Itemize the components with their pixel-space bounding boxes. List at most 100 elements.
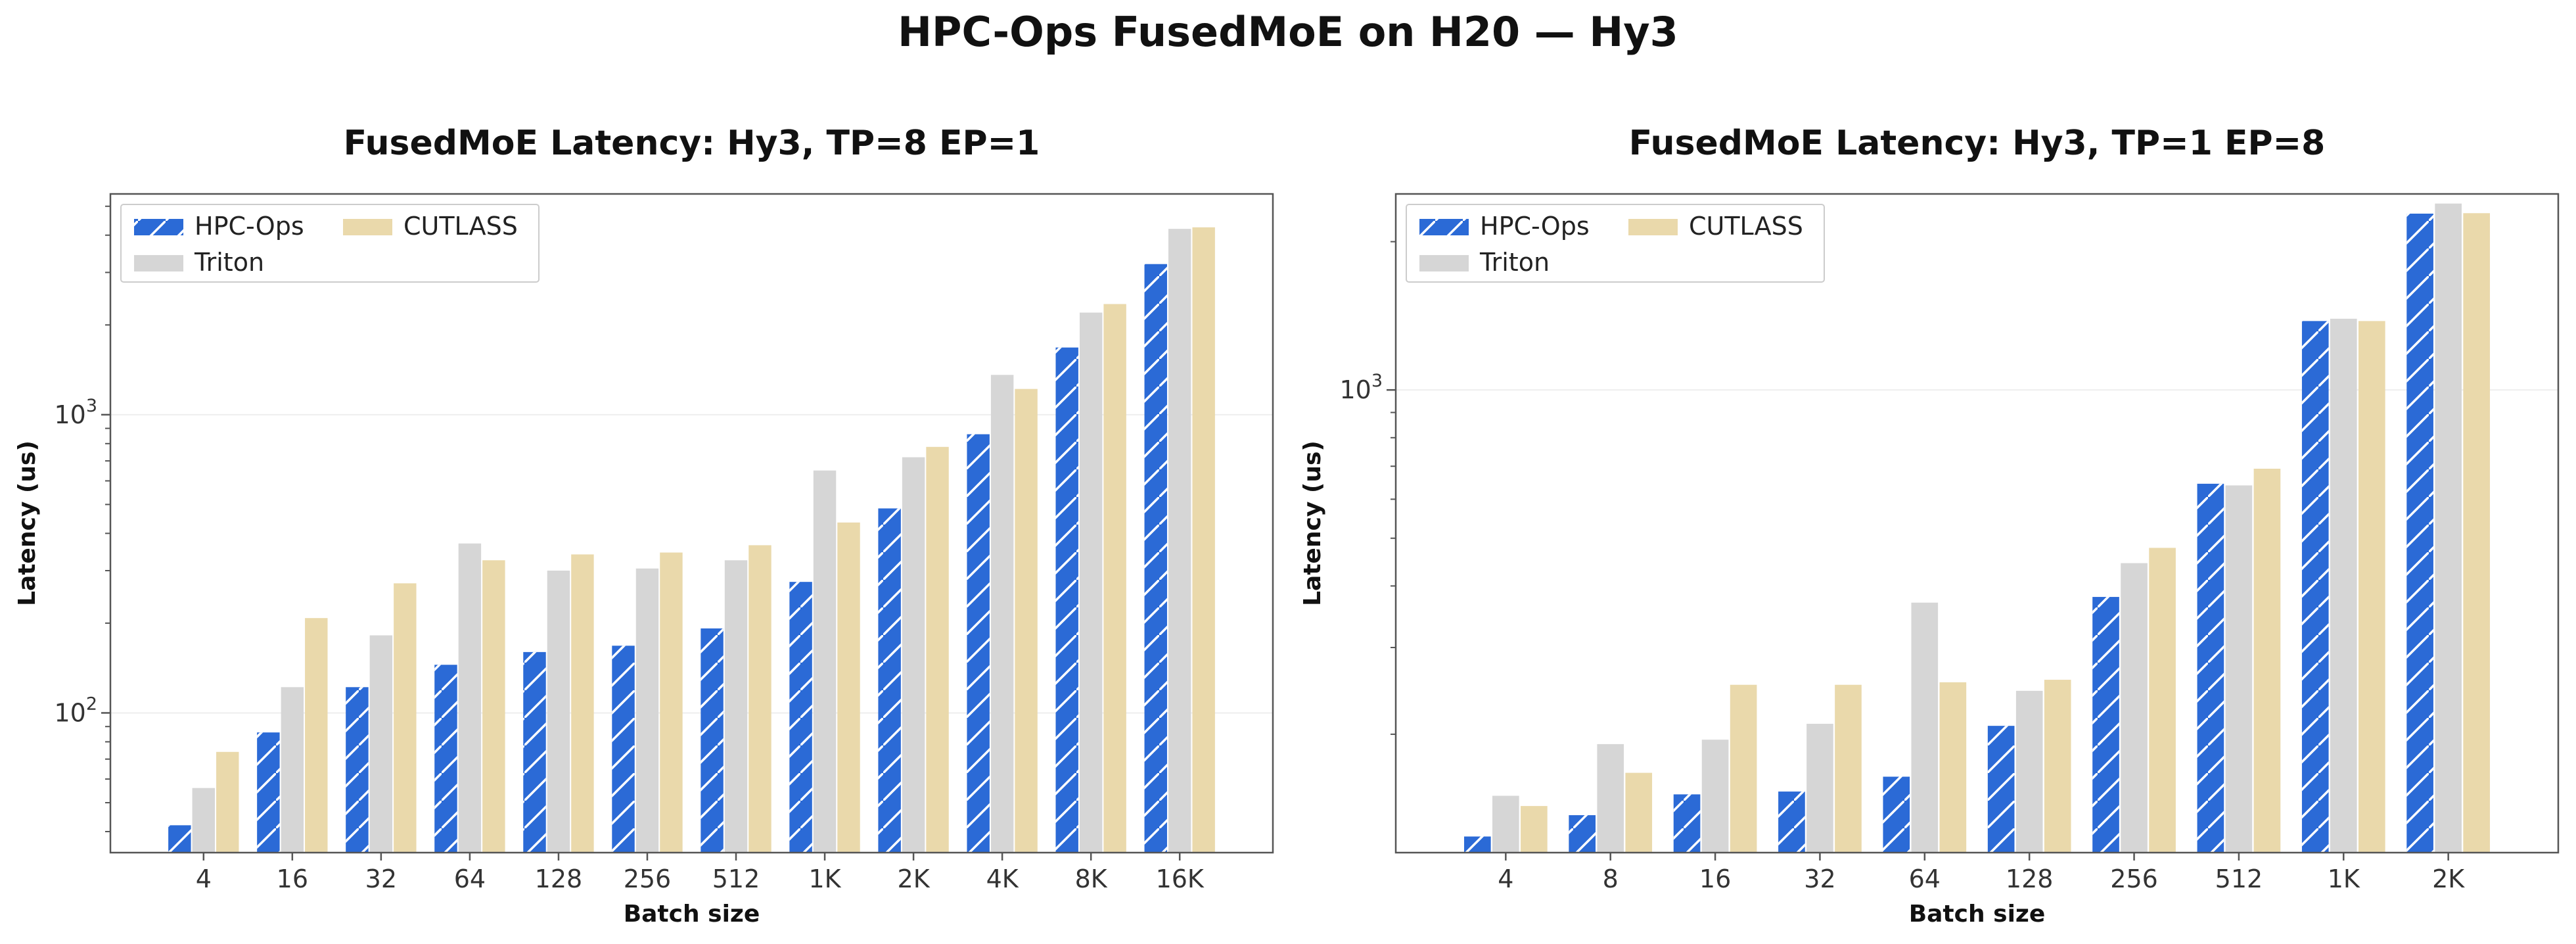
plot-frame: [109, 193, 1274, 854]
x-tick-label: 64: [454, 864, 486, 893]
bar-hpcops-512-hatch: [2197, 483, 2224, 853]
x-axis-label: Batch size: [624, 901, 760, 928]
bar-cutlass-512: [748, 545, 771, 853]
bar-cutlass-64: [482, 560, 505, 853]
legend-box: [1406, 204, 1825, 283]
bar-cutlass-1K: [2358, 321, 2385, 853]
bar-triton-4: [1492, 795, 1519, 853]
legend-label: HPC-Ops: [195, 212, 304, 241]
legend-box: [120, 204, 540, 283]
bar-triton-16: [281, 687, 304, 853]
x-tick-label: 512: [2215, 864, 2263, 893]
x-tick-label: 8: [1603, 864, 1619, 893]
x-tick-label: 2K: [898, 864, 931, 893]
x-tick-label: 32: [1804, 864, 1835, 893]
bar-cutlass-1K: [837, 522, 860, 853]
bar-cutlass-4: [216, 751, 239, 853]
bar-hpcops-16-hatch: [257, 732, 280, 853]
bar-triton-128: [2015, 690, 2043, 853]
bar-triton-64: [1911, 602, 1939, 853]
legend-label: HPC-Ops: [1480, 212, 1590, 241]
x-tick-label: 4: [1498, 864, 1513, 893]
bar-hpcops-16-hatch: [1673, 794, 1701, 853]
legend-swatch-hatch: [1419, 219, 1469, 235]
bar-hpcops-64-hatch: [1883, 776, 1910, 853]
bar-hpcops-16K-hatch: [1144, 264, 1167, 853]
panel-title: FusedMoE Latency: Hy3, TP=1 EP=8: [1629, 124, 2326, 163]
bar-cutlass-2K: [2463, 213, 2491, 853]
x-axis-label: Batch size: [1909, 901, 2046, 928]
panel-1: FusedMoE Latency: Hy3, TP=8 EP=1 4 16 32 64 1…: [14, 124, 1274, 928]
x-tick-label: 16: [1699, 864, 1731, 893]
y-tick-label: 103: [54, 396, 97, 429]
bar-hpcops-256-hatch: [2092, 597, 2119, 853]
bar-cutlass-16: [1730, 684, 1757, 853]
bar-triton-256: [2121, 563, 2148, 853]
bar-triton-32: [1806, 724, 1833, 853]
bar-cutlass-64: [1939, 682, 1967, 853]
bar-triton-32: [369, 635, 393, 853]
bar-cutlass-16: [305, 618, 328, 853]
panel-title: FusedMoE Latency: Hy3, TP=8 EP=1: [344, 124, 1040, 163]
x-tick-label: 1K: [2328, 864, 2360, 893]
bar-triton-64: [458, 543, 482, 853]
x-tick-label: 64: [1909, 864, 1941, 893]
bar-hpcops-64-hatch: [434, 665, 457, 853]
x-tick-label: 1K: [809, 864, 842, 893]
y-axis-label: Latency (us): [1299, 440, 1326, 606]
bar-cutlass-32: [394, 583, 417, 853]
bar-hpcops-128-hatch: [1987, 726, 2015, 853]
bar-triton-8: [1597, 743, 1624, 853]
bar-triton-512: [2225, 485, 2253, 853]
bar-triton-128: [547, 571, 570, 853]
bar-cutlass-512: [2253, 468, 2281, 853]
legend: HPC-Ops Triton CUTLASS: [1406, 204, 1825, 283]
y-tick-label: 102: [54, 694, 97, 727]
legend-swatch-hatch: [134, 219, 183, 235]
bar-cutlass-256: [660, 552, 683, 853]
bar-triton-1K: [2330, 318, 2357, 853]
bar-cutlass-4K: [1015, 389, 1038, 853]
legend: HPC-Ops Triton CUTLASS: [120, 204, 540, 283]
bar-cutlass-128: [2044, 680, 2071, 853]
legend-label: Triton: [194, 248, 264, 277]
bar-cutlass-256: [2149, 548, 2176, 853]
bar-hpcops-512-hatch: [701, 628, 724, 853]
plot-frame: [1394, 193, 2560, 854]
bar-hpcops-4K-hatch: [967, 434, 990, 853]
bar-cutlass-16K: [1192, 227, 1215, 853]
bar-triton-1K: [813, 470, 837, 853]
legend-label: CUTLASS: [403, 212, 518, 241]
bar-triton-16K: [1168, 229, 1191, 853]
bar-hpcops-8K-hatch: [1055, 347, 1078, 853]
bar-hpcops-4-hatch: [1463, 836, 1491, 853]
x-tick-label: 128: [2006, 864, 2054, 893]
bar-hpcops-256-hatch: [612, 646, 635, 853]
x-tick-label: 16K: [1156, 864, 1205, 893]
bar-triton-512: [724, 560, 748, 853]
x-tick-label: 32: [365, 864, 397, 893]
bar-hpcops-1K-hatch: [789, 582, 812, 853]
legend-swatch: [1628, 219, 1678, 235]
bar-cutlass-2K: [926, 446, 949, 853]
x-tick-label: 2K: [2432, 864, 2465, 893]
bar-cutlass-128: [571, 554, 594, 853]
x-tick-label: 8K: [1075, 864, 1108, 893]
bar-triton-2K: [902, 457, 925, 853]
legend-swatch: [1419, 255, 1469, 271]
x-tick-label: 16: [277, 864, 308, 893]
bar-cutlass-8: [1625, 772, 1653, 853]
bar-cutlass-8K: [1103, 304, 1126, 853]
x-tick-label: 4: [196, 864, 212, 893]
legend-swatch: [343, 219, 392, 235]
bar-triton-2K: [2435, 203, 2462, 853]
figure-title: HPC-Ops FusedMoE on H20 — Hy3: [898, 8, 1678, 56]
x-tick-label: 128: [535, 864, 583, 893]
panel-2: FusedMoE Latency: Hy3, TP=1 EP=8 4 8 16 32 64…: [1299, 124, 2560, 928]
bar-cutlass-4: [1521, 806, 1548, 853]
bar-cutlass-32: [1835, 684, 1862, 853]
bar-hpcops-128-hatch: [523, 651, 546, 853]
x-tick-label: 4K: [986, 864, 1019, 893]
bar-triton-256: [635, 568, 659, 853]
